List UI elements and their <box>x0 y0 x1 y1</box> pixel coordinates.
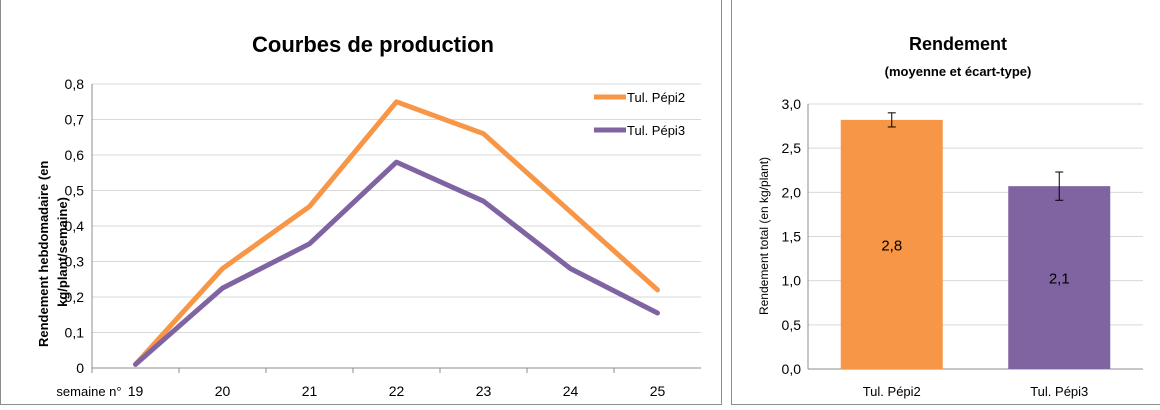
y-axis-label-line-2: kg/plant/semaine) <box>55 197 70 307</box>
x-tick-label: 22 <box>389 383 405 399</box>
y-axis-label-line-1: Rendement hebdomadaire (en <box>36 161 51 347</box>
y-tick-label: 0,5 <box>65 183 85 199</box>
x-tick-label: 25 <box>650 383 666 399</box>
y-tick-label: 0,1 <box>65 325 85 341</box>
x-tick-labels: Tul. Pépi2 Tul. Pépi3 <box>863 384 1089 399</box>
yield-bar-chart: Rendement (moyenne et écart-type) Rendem… <box>757 34 1143 399</box>
production-chart-panel: Courbes de production Rendement hebdomad… <box>0 0 722 405</box>
y-tick-label: 1,5 <box>782 229 802 245</box>
y-tick-labels: 0 0,1 0,2 0,3 0,4 0,5 0,6 0,7 0,8 <box>65 76 85 376</box>
y-tick-label: 0,8 <box>65 76 85 92</box>
y-tick-labels: 0,0 0,5 1,0 1,5 2,0 2,5 3,0 <box>782 96 802 377</box>
y-tick-label: 0,6 <box>65 147 85 163</box>
y-tick-label: 0,4 <box>65 218 85 234</box>
data-label: 2,8 <box>881 237 902 254</box>
legend-label: Tul. Pépi2 <box>627 90 685 105</box>
chart-subtitle: (moyenne et écart-type) <box>885 64 1032 79</box>
x-tick-label: 20 <box>215 383 231 399</box>
x-tick-label: Tul. Pépi2 <box>863 384 921 399</box>
x-tick-labels: 19 20 21 22 23 24 25 <box>128 383 666 399</box>
grid-lines <box>91 83 701 373</box>
chart-title: Rendement <box>909 34 1007 54</box>
bar <box>1008 186 1111 369</box>
series-line <box>133 159 660 367</box>
series-line <box>133 99 660 367</box>
bar <box>840 119 943 370</box>
y-tick-label: 2,0 <box>782 184 802 200</box>
y-tick-label: 0,0 <box>782 361 802 377</box>
y-tick-label: 2,5 <box>782 140 802 156</box>
chart-title: Courbes de production <box>252 32 494 57</box>
y-tick-label: 1,0 <box>782 273 802 289</box>
y-tick-label: 0 <box>76 360 84 376</box>
y-tick-label: 3,0 <box>782 96 802 112</box>
series-lines <box>133 99 660 367</box>
y-tick-label: 0,3 <box>65 254 85 270</box>
yield-chart-panel: Rendement (moyenne et écart-type) Rendem… <box>731 0 1160 405</box>
x-axis-label: semaine n° <box>56 384 121 399</box>
x-tick-label: 19 <box>128 383 144 399</box>
x-tick-label: Tul. Pépi3 <box>1030 384 1088 399</box>
y-axis-label: Rendement hebdomadaire (en kg/plant/sema… <box>36 157 70 347</box>
y-tick-label: 0,5 <box>782 317 802 333</box>
x-tick-label: 23 <box>476 383 492 399</box>
y-tick-label: 0,2 <box>65 289 85 305</box>
legend: Tul. Pépi2 Tul. Pépi3 <box>594 90 685 138</box>
production-line-chart: Courbes de production Rendement hebdomad… <box>36 32 701 399</box>
y-tick-label: 0,7 <box>65 112 85 128</box>
legend-label: Tul. Pépi3 <box>627 123 685 138</box>
bars: 2,8 2,1 <box>840 112 1111 370</box>
x-tick-label: 21 <box>302 383 318 399</box>
y-axis-label: Rendement total (en kg/plant) <box>757 157 771 315</box>
data-label: 2,1 <box>1049 271 1070 288</box>
x-tick-label: 24 <box>563 383 579 399</box>
